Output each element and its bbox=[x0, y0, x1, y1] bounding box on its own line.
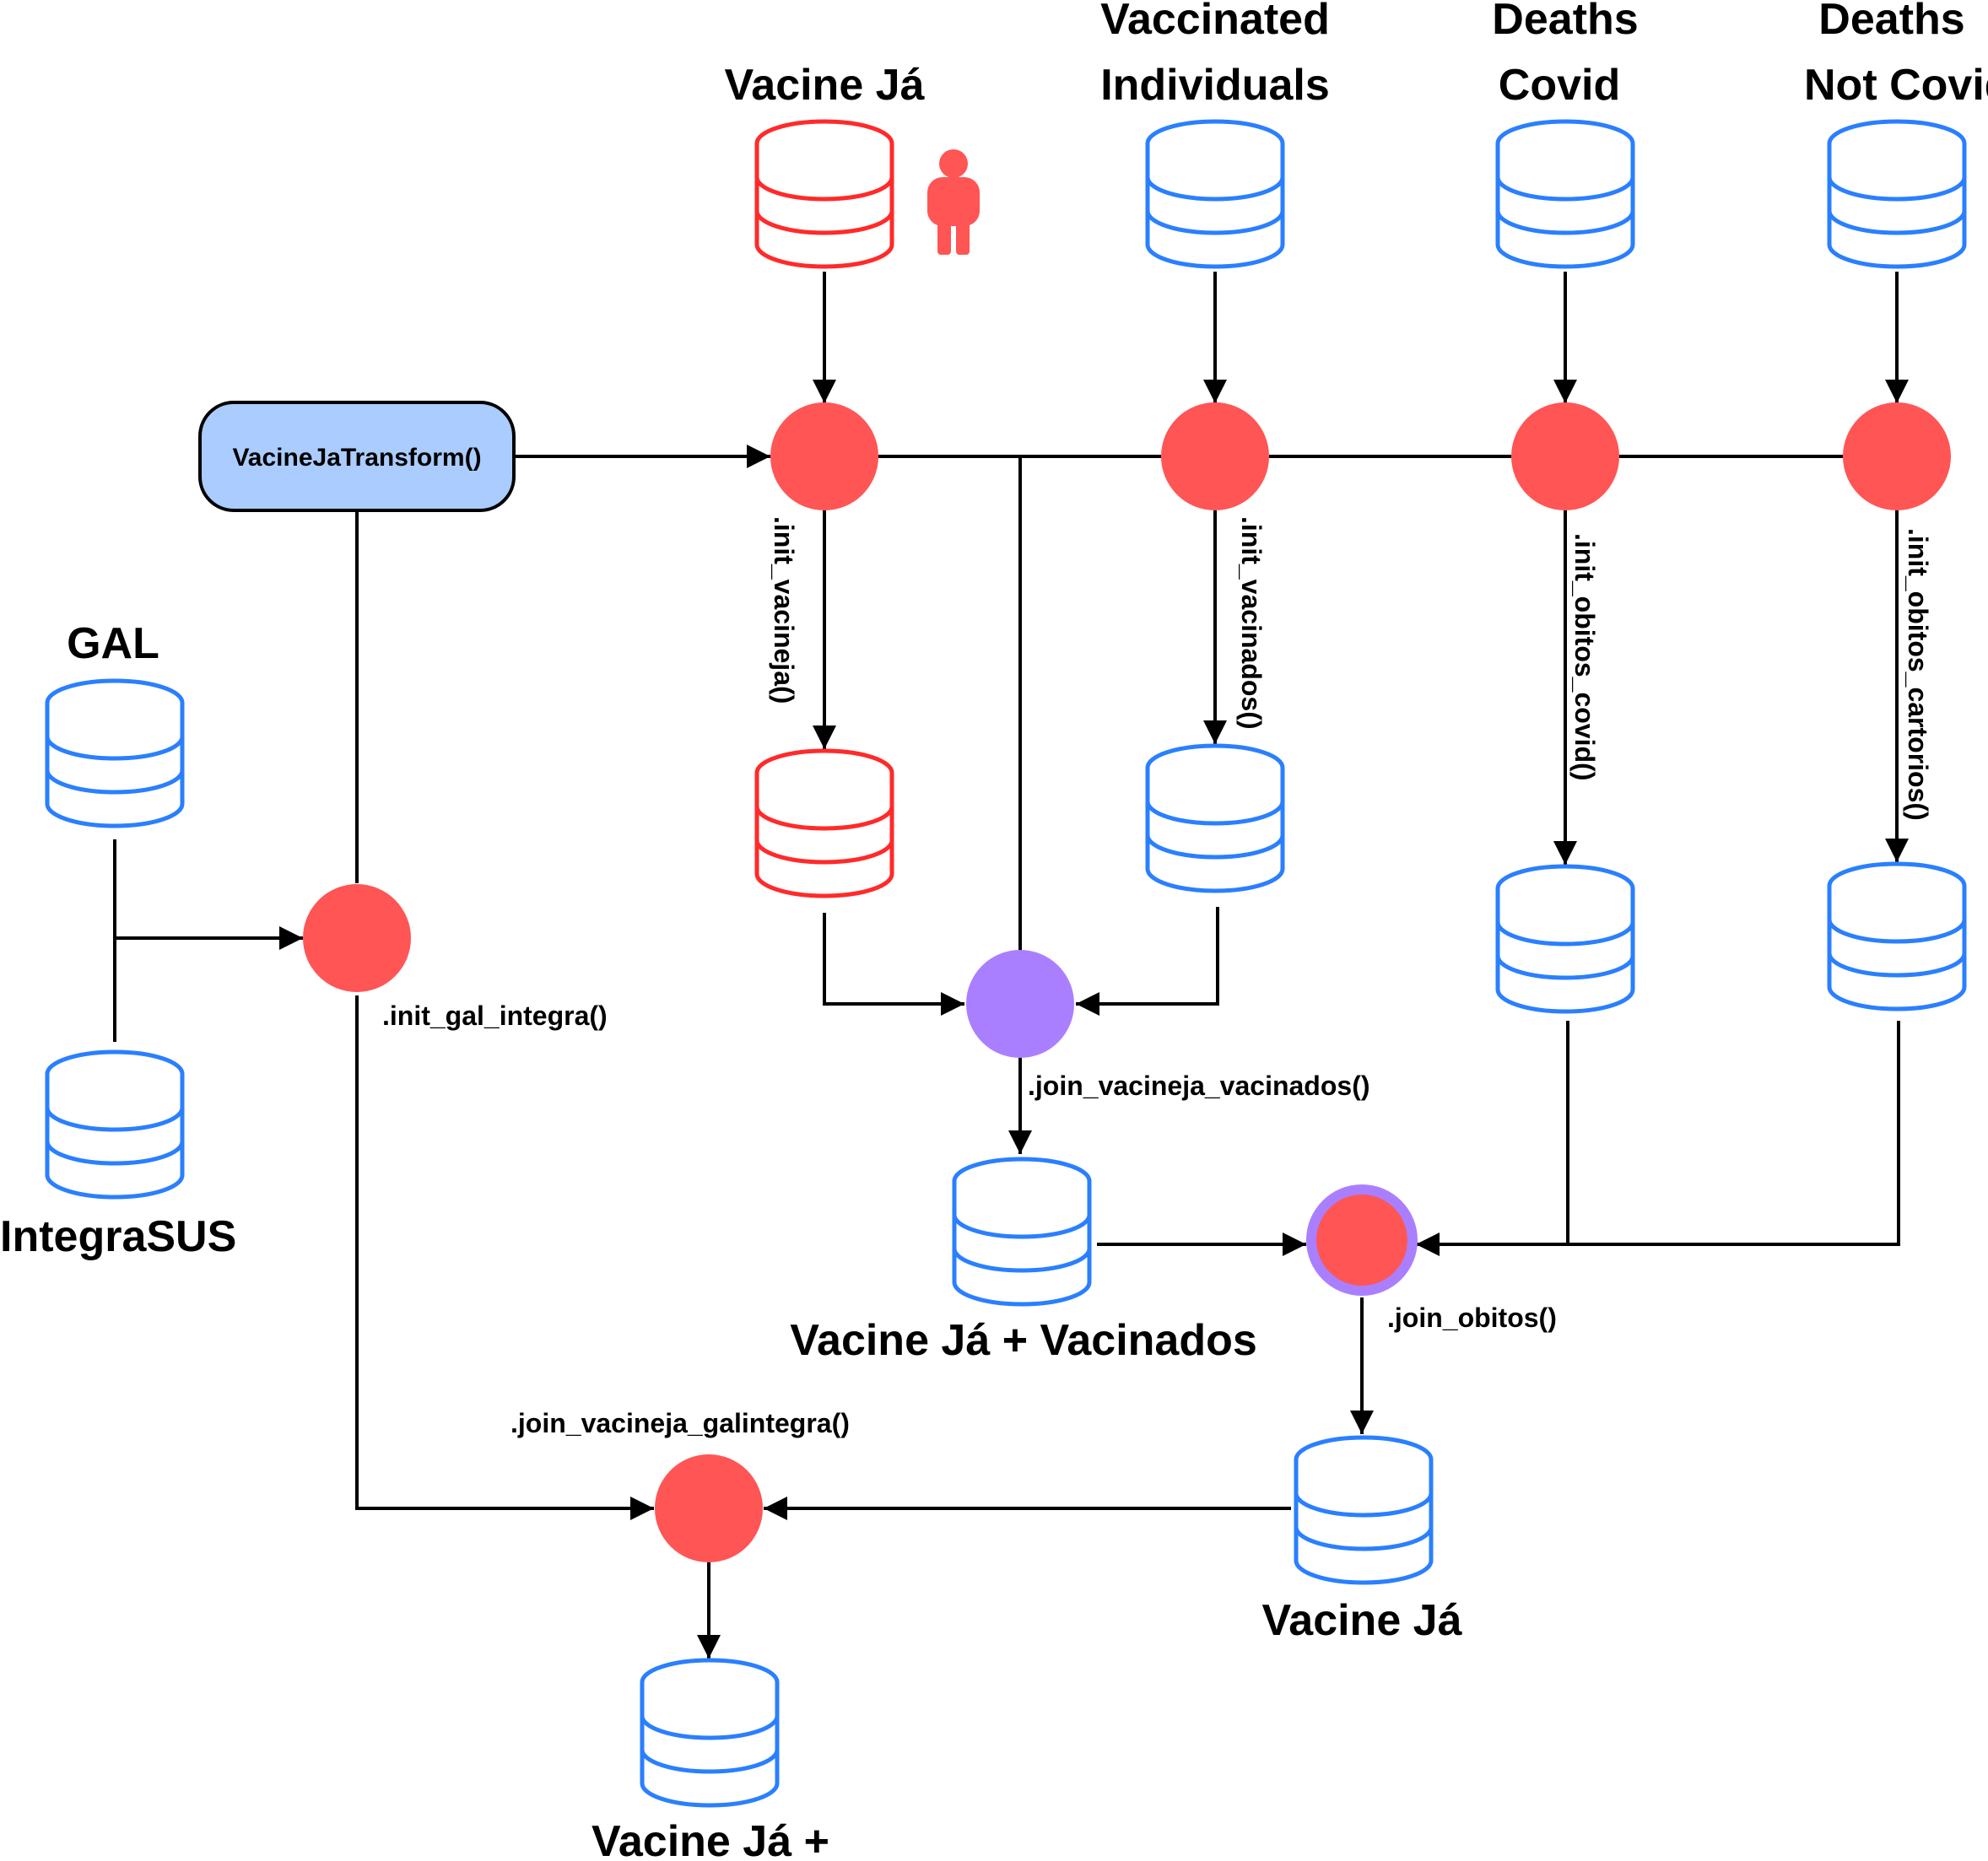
edge-vacinados-db-to-join bbox=[1076, 907, 1218, 1004]
label-vaccinated-2: Individuals bbox=[1100, 61, 1330, 110]
label-init-obitos-covid: .init_obitos_covid() bbox=[1569, 533, 1600, 780]
database-icon bbox=[954, 1159, 1089, 1304]
label-join-vacineja-vacinados: .join_vacineja_vacinados() bbox=[1028, 1071, 1370, 1101]
node-init-vacinados bbox=[1161, 402, 1269, 510]
label-join-obitos: .join_obitos() bbox=[1387, 1303, 1557, 1333]
label-vacine-ja: Vacine Já bbox=[724, 61, 925, 110]
database-icon bbox=[1148, 746, 1283, 891]
database-icon bbox=[757, 751, 892, 896]
transform-box-label: VacineJaTransform() bbox=[232, 444, 481, 472]
transform-box: VacineJaTransform() bbox=[200, 402, 514, 510]
label-output-vacineja-plus: Vacine Já + bbox=[592, 1817, 829, 1861]
edge-vacineja-db-to-join bbox=[824, 913, 964, 1004]
database-icon bbox=[1829, 121, 1964, 267]
label-init-vacineja: .init_vacineja() bbox=[769, 516, 799, 704]
process-nodes bbox=[303, 402, 1951, 1562]
label-vaccinated-1: Vaccinated bbox=[1100, 0, 1330, 44]
node-join-vacineja-vacinados bbox=[966, 950, 1074, 1058]
database-icon bbox=[47, 681, 182, 826]
person-icon bbox=[927, 149, 980, 255]
label-deaths-covid-1: Deaths bbox=[1492, 0, 1638, 44]
label-output-vacineja: Vacine Já bbox=[1261, 1596, 1462, 1645]
node-init-obitos-covid bbox=[1511, 402, 1619, 510]
node-join-vacineja-galintegra bbox=[655, 1454, 763, 1562]
label-integrasus: IntegraSUS bbox=[0, 1212, 236, 1261]
database-icon bbox=[1296, 1438, 1431, 1583]
node-init-obitos-cartorios bbox=[1843, 402, 1951, 510]
database-icon bbox=[642, 1660, 777, 1805]
label-init-obitos-cartorios: .init_obitos_cartorios() bbox=[1903, 528, 1933, 821]
label-deaths-not-covid-2: Not Covid bbox=[1804, 61, 1988, 110]
database-icon bbox=[757, 121, 892, 267]
label-join-vacineja-galintegra: .join_vacineja_galintegra() bbox=[511, 1408, 850, 1438]
function-labels: .init_vacineja() .init_vacinados() .init… bbox=[382, 516, 1933, 1438]
database-icon bbox=[1498, 866, 1633, 1011]
node-join-obitos bbox=[1316, 1195, 1407, 1286]
edge-deaths-db-to-joinobitos bbox=[1416, 1021, 1899, 1244]
node-init-vacineja bbox=[770, 402, 878, 510]
label-deaths-not-covid-1: Deaths bbox=[1818, 0, 1964, 44]
node-init-gal-integra bbox=[303, 884, 411, 992]
database-icon bbox=[1829, 864, 1964, 1009]
database-icon bbox=[47, 1052, 182, 1197]
label-deaths-covid-2: Covid bbox=[1499, 61, 1620, 110]
source-labels: Vacine Já Vaccinated Individuals Deaths … bbox=[0, 0, 1988, 1261]
label-init-gal-integra: .init_gal_integra() bbox=[382, 1001, 608, 1031]
label-init-vacinados: .init_vacinados() bbox=[1236, 516, 1267, 730]
label-gal: GAL bbox=[67, 619, 159, 668]
database-icon bbox=[1148, 121, 1283, 267]
label-output-vacineja-vacinados: Vacine Já + Vacinados bbox=[790, 1316, 1257, 1365]
database-icon bbox=[1498, 121, 1633, 267]
